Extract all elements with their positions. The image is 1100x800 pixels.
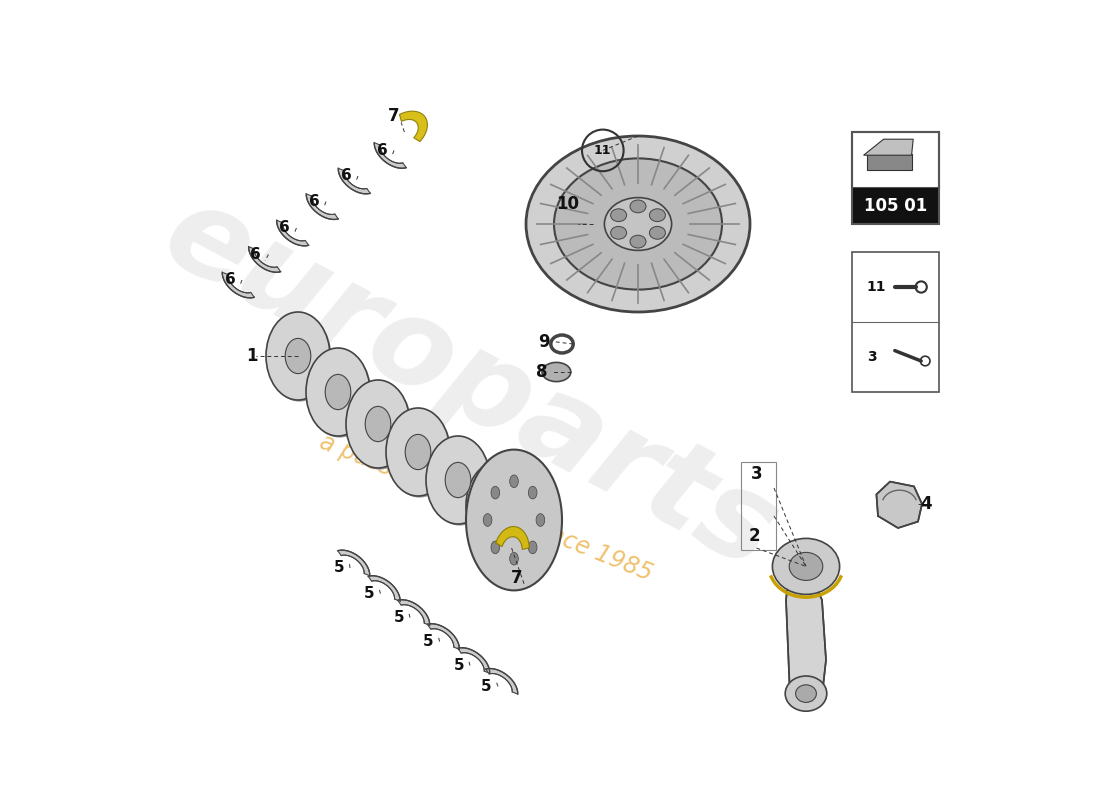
Text: 6: 6: [309, 194, 319, 209]
Text: 5: 5: [424, 634, 433, 649]
Ellipse shape: [772, 538, 839, 594]
Ellipse shape: [509, 552, 518, 565]
Ellipse shape: [528, 541, 537, 554]
Ellipse shape: [542, 362, 571, 382]
Polygon shape: [277, 220, 309, 246]
Text: 11: 11: [867, 280, 887, 294]
FancyBboxPatch shape: [852, 188, 938, 224]
Ellipse shape: [483, 514, 492, 526]
Ellipse shape: [630, 200, 646, 213]
Text: 5: 5: [481, 679, 492, 694]
Ellipse shape: [466, 450, 562, 590]
Ellipse shape: [458, 462, 498, 523]
Polygon shape: [864, 139, 913, 155]
Ellipse shape: [649, 226, 666, 239]
Text: 3: 3: [867, 350, 877, 364]
Text: a passion for parts since 1985: a passion for parts since 1985: [316, 430, 656, 586]
Ellipse shape: [298, 346, 338, 406]
Text: 2: 2: [748, 527, 760, 545]
Text: 5: 5: [394, 610, 404, 625]
Text: 6: 6: [250, 247, 261, 262]
Ellipse shape: [610, 226, 627, 239]
Text: 6: 6: [376, 143, 387, 158]
Ellipse shape: [468, 463, 531, 551]
Text: 6: 6: [341, 169, 351, 183]
Ellipse shape: [338, 378, 378, 438]
Text: 7: 7: [387, 107, 399, 125]
Ellipse shape: [326, 374, 351, 410]
Polygon shape: [368, 576, 400, 602]
Ellipse shape: [446, 462, 471, 498]
Ellipse shape: [466, 462, 530, 550]
Text: 8: 8: [537, 363, 548, 381]
FancyBboxPatch shape: [867, 154, 912, 170]
Ellipse shape: [604, 198, 672, 250]
Ellipse shape: [785, 676, 827, 711]
Text: 105 01: 105 01: [864, 197, 927, 215]
Ellipse shape: [649, 209, 666, 222]
Ellipse shape: [426, 436, 490, 524]
Ellipse shape: [386, 408, 450, 496]
Ellipse shape: [536, 514, 544, 526]
Ellipse shape: [306, 348, 370, 436]
Ellipse shape: [509, 475, 518, 488]
Text: europarts: europarts: [144, 174, 795, 594]
Ellipse shape: [554, 158, 722, 290]
Text: 5: 5: [364, 586, 374, 601]
Polygon shape: [374, 142, 406, 168]
Ellipse shape: [285, 338, 311, 374]
Ellipse shape: [266, 312, 330, 400]
FancyBboxPatch shape: [852, 132, 938, 188]
Ellipse shape: [528, 486, 537, 499]
Ellipse shape: [795, 685, 816, 702]
Text: 5: 5: [453, 658, 464, 673]
Text: 6: 6: [279, 221, 289, 235]
Polygon shape: [458, 648, 490, 674]
Ellipse shape: [348, 382, 411, 470]
Text: 7: 7: [510, 570, 522, 587]
Text: 1: 1: [246, 347, 258, 365]
Ellipse shape: [418, 435, 458, 495]
Polygon shape: [306, 194, 339, 219]
Polygon shape: [496, 526, 529, 550]
Text: 6: 6: [224, 273, 235, 287]
Ellipse shape: [378, 408, 418, 468]
Polygon shape: [222, 272, 254, 298]
Polygon shape: [427, 624, 460, 650]
Text: 5: 5: [334, 561, 345, 575]
FancyBboxPatch shape: [852, 252, 938, 392]
Ellipse shape: [267, 314, 331, 402]
Ellipse shape: [346, 380, 410, 468]
Ellipse shape: [405, 434, 431, 470]
Ellipse shape: [491, 486, 499, 499]
Text: 9: 9: [538, 333, 549, 350]
Polygon shape: [877, 482, 922, 528]
Ellipse shape: [308, 350, 372, 438]
Polygon shape: [338, 550, 370, 576]
Polygon shape: [249, 246, 280, 272]
Ellipse shape: [630, 235, 646, 248]
Ellipse shape: [610, 209, 627, 222]
Polygon shape: [486, 669, 518, 694]
Polygon shape: [399, 111, 428, 142]
Text: 11: 11: [594, 144, 612, 157]
Ellipse shape: [428, 438, 492, 526]
Text: 4: 4: [921, 495, 932, 513]
Ellipse shape: [789, 552, 823, 581]
Ellipse shape: [387, 410, 452, 498]
Ellipse shape: [485, 488, 510, 523]
Ellipse shape: [491, 541, 499, 554]
Text: 3: 3: [750, 465, 762, 482]
Polygon shape: [398, 600, 430, 626]
Polygon shape: [786, 564, 826, 700]
Ellipse shape: [365, 406, 390, 442]
Ellipse shape: [526, 136, 750, 312]
Polygon shape: [339, 168, 371, 194]
Text: 10: 10: [557, 195, 579, 213]
